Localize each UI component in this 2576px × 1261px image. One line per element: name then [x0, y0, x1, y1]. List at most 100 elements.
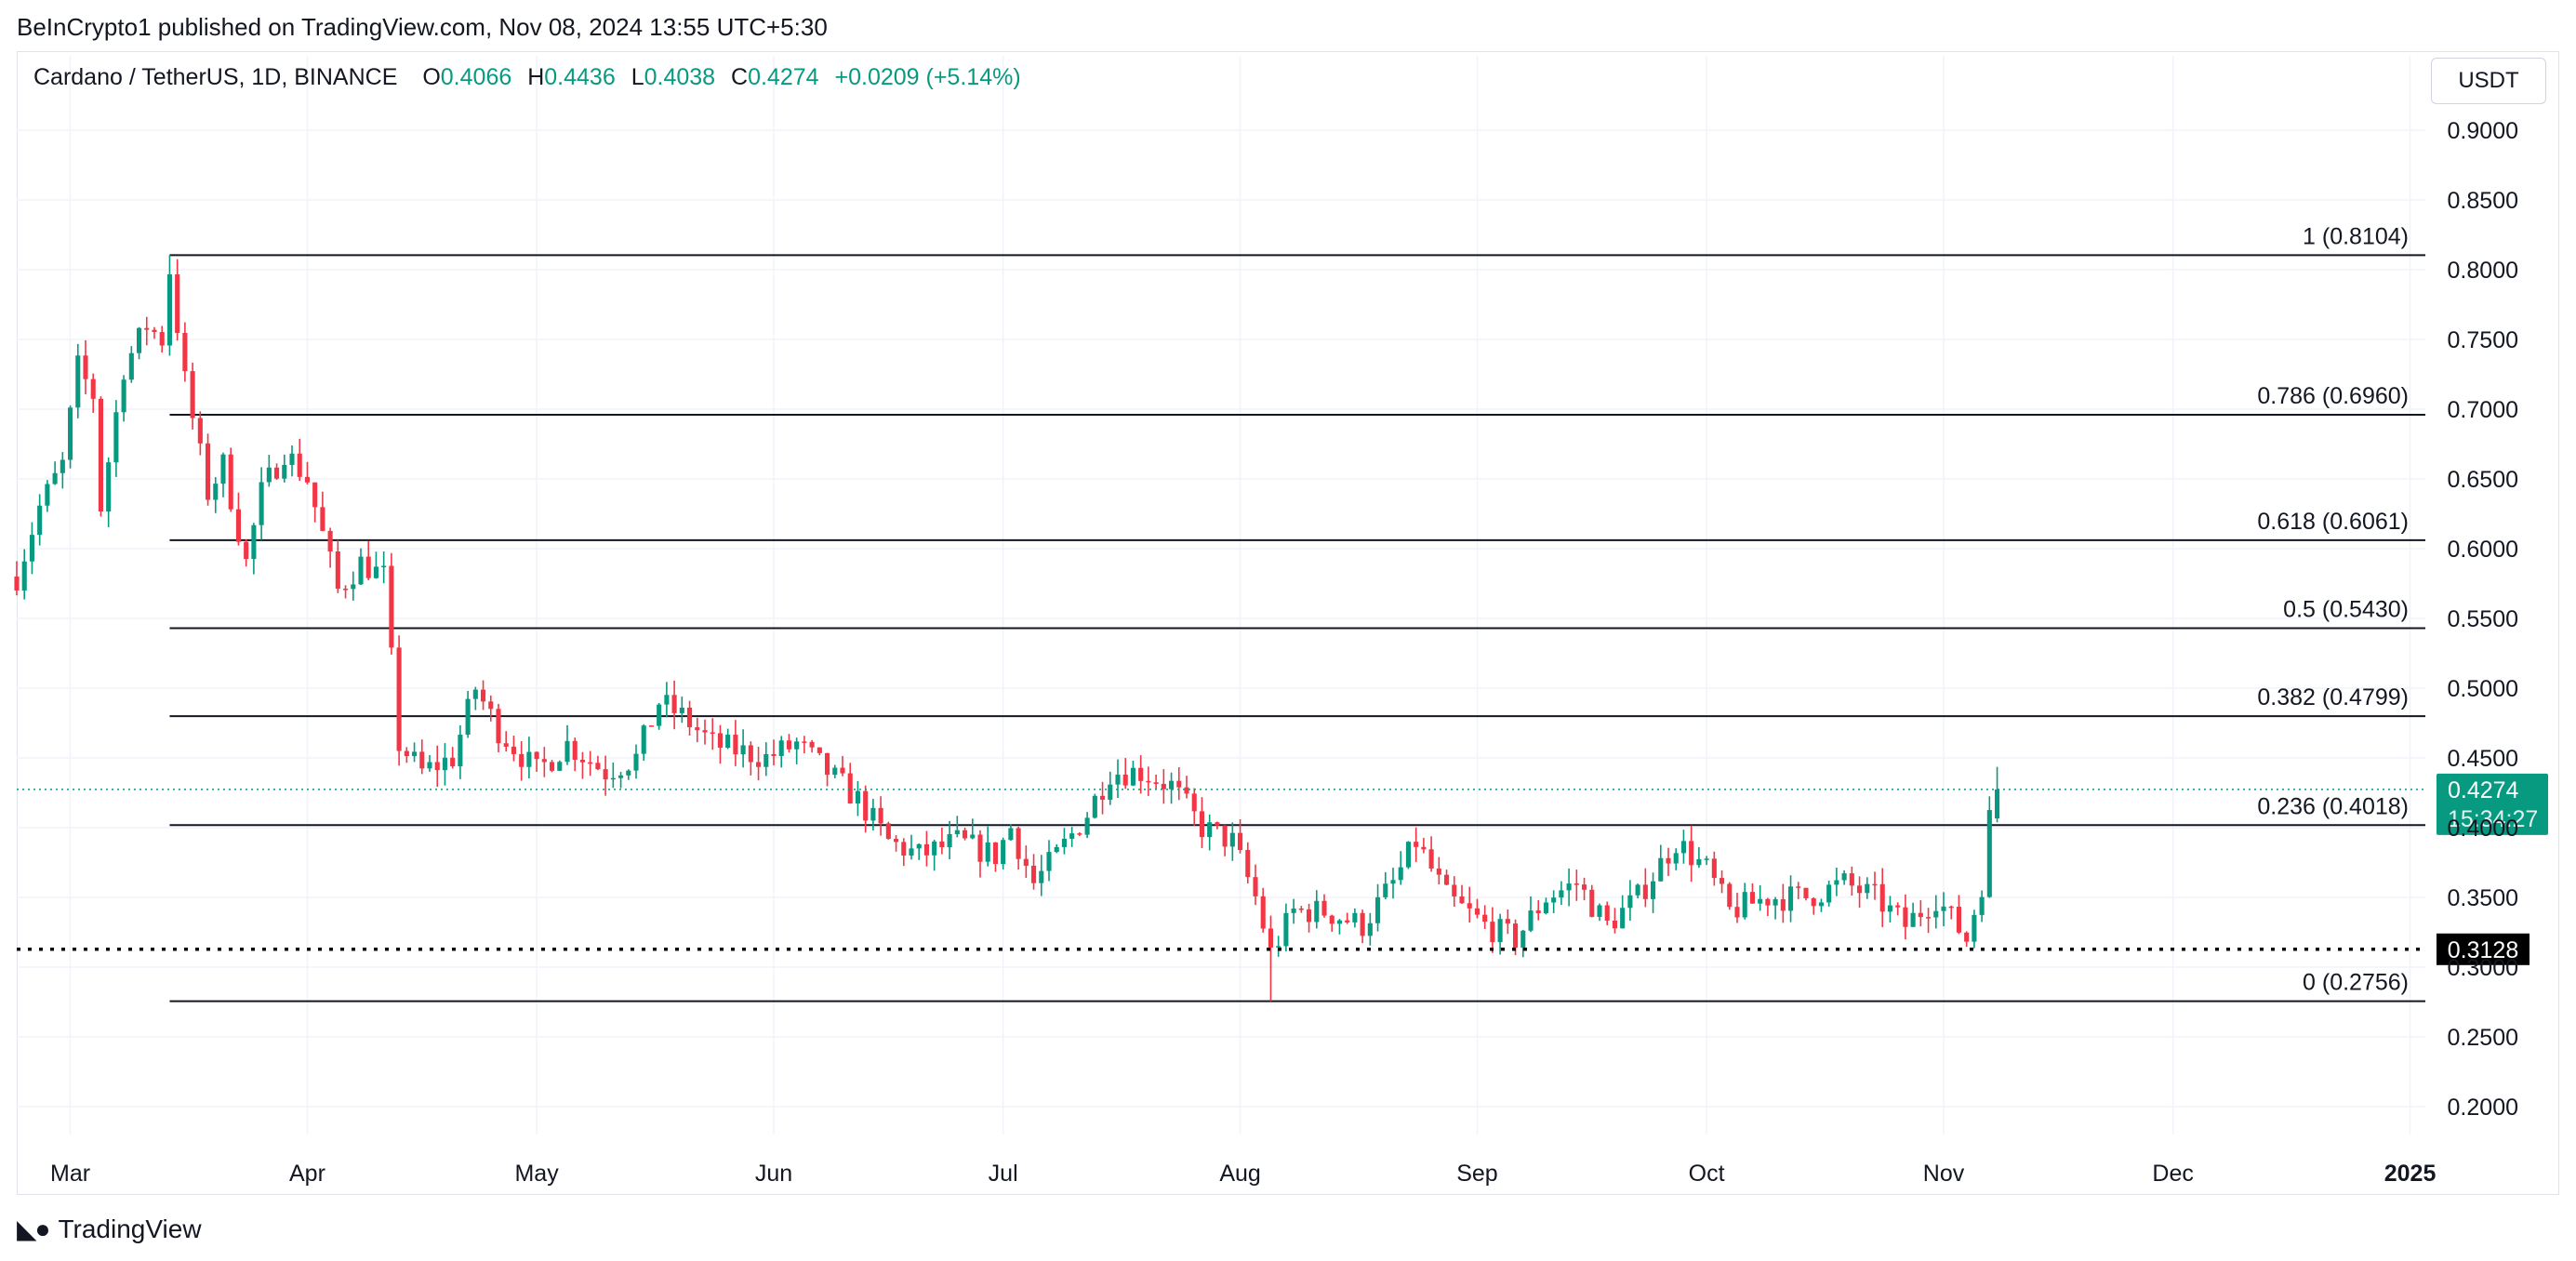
candle-body — [29, 535, 34, 562]
fib-level-label: 0 (0.2756) — [2303, 970, 2409, 996]
candle-body — [1061, 838, 1067, 847]
symbol-label[interactable]: Cardano / TetherUS, 1D, BINANCE — [33, 64, 398, 90]
candle-body — [564, 740, 570, 763]
candle-body — [1390, 880, 1396, 884]
candle-body — [450, 757, 456, 767]
candle-body — [45, 484, 50, 506]
candle-body — [1857, 885, 1863, 894]
candle-body — [832, 767, 838, 776]
candlestick-series — [14, 255, 2000, 1002]
candle-body — [1054, 846, 1059, 853]
candle-body — [113, 412, 119, 463]
candle-body — [641, 725, 646, 754]
candle-body — [687, 707, 693, 728]
candle-body — [251, 524, 257, 560]
candle-body — [1849, 873, 1854, 886]
candle-body — [1941, 906, 1946, 911]
candle-body — [312, 482, 318, 508]
candle-body — [1642, 884, 1648, 899]
price-overlays: 0.3128 0.4274 15:34:27 — [17, 773, 2548, 965]
open-label: O — [422, 64, 441, 90]
candle-body — [1887, 905, 1892, 912]
y-tick-label: 0.7500 — [2448, 327, 2518, 353]
chart-frame — [17, 51, 2559, 1195]
candle-body — [947, 834, 952, 847]
candle-body — [1926, 917, 1932, 919]
candle-body — [297, 453, 302, 477]
candle-body — [1092, 795, 1097, 818]
candle-body — [197, 418, 203, 444]
candle-body — [289, 453, 295, 465]
candle-body — [52, 472, 58, 484]
fibonacci-retracement: 1 (0.8104) 0.786 (0.6960) 0.618 (0.6061) 0.… — [169, 223, 2425, 1002]
candle-body — [1803, 887, 1809, 899]
x-tick-label: Nov — [1923, 1161, 1965, 1187]
candle-body — [764, 753, 769, 767]
y-tick-label: 0.5500 — [2448, 606, 2518, 632]
candle-body — [740, 745, 746, 755]
x-tick-label: Oct — [1689, 1161, 1725, 1187]
currency-button[interactable]: USDT — [2431, 58, 2546, 104]
candle-body — [1428, 849, 1434, 869]
candle-body — [1635, 884, 1640, 896]
candle-body — [83, 355, 88, 379]
candle-body — [802, 741, 807, 743]
publisher-caption: BeInCrypto1 published on TradingView.com… — [17, 13, 828, 41]
candle-body — [1268, 928, 1273, 948]
candle-body — [1222, 825, 1228, 847]
candle-body — [1780, 898, 1786, 911]
fib-level-label: 0.382 (0.4799) — [2257, 684, 2409, 710]
y-tick-label: 0.8500 — [2448, 188, 2518, 214]
candle-body — [1497, 919, 1503, 943]
candle-body — [1016, 828, 1021, 859]
candle-body — [1535, 910, 1541, 914]
candle-body — [817, 747, 822, 753]
low-label: L — [631, 64, 644, 90]
fib-level-label: 1 (0.8104) — [2303, 223, 2409, 249]
candle-body — [992, 842, 998, 865]
candle-body — [1307, 909, 1312, 923]
candle-body — [855, 790, 860, 803]
fib-level-label: 0.786 (0.6960) — [2257, 383, 2409, 409]
candle-body — [235, 509, 241, 542]
y-tick-label: 0.6000 — [2448, 537, 2518, 563]
candle-body — [977, 834, 983, 862]
candle-body — [213, 484, 219, 500]
candle-body — [427, 762, 432, 769]
x-tick-label: May — [514, 1161, 559, 1187]
bar-countdown-label: 15:34:27 — [2448, 806, 2538, 832]
candle-body — [190, 371, 195, 418]
candle-body — [259, 482, 264, 525]
change-value: +0.0209 (+5.14%) — [834, 64, 1021, 90]
candle-body — [1918, 912, 1923, 918]
candle-body — [733, 735, 738, 755]
candle-body — [1651, 881, 1656, 899]
candle-body — [1773, 898, 1778, 906]
candle-body — [1291, 908, 1296, 913]
last-price-tag — [2437, 773, 2548, 835]
candle-body — [511, 746, 516, 754]
candle-body — [1352, 912, 1358, 923]
candle-body — [1865, 883, 1870, 894]
candle-body — [1826, 884, 1832, 903]
candle-body — [1948, 906, 1954, 909]
candle-body — [1130, 767, 1135, 786]
candle-body — [373, 566, 378, 578]
fib-level-label: 0.236 (0.4018) — [2257, 793, 2409, 819]
candle-body — [1910, 912, 1916, 927]
tradingview-logo[interactable]: ◣● TradingView — [17, 1214, 202, 1244]
candle-body — [1108, 784, 1113, 800]
candle-body — [1811, 898, 1816, 907]
candle-body — [1436, 868, 1441, 875]
candle-body — [304, 476, 310, 483]
candle-body — [1215, 822, 1220, 826]
candle-body — [1758, 898, 1763, 904]
candle-body — [1153, 782, 1159, 784]
candle-body — [1444, 874, 1450, 885]
candle-body — [1627, 895, 1633, 909]
candle-body — [351, 584, 356, 590]
candle-body — [786, 740, 791, 750]
candle-body — [878, 807, 883, 824]
candle-body — [442, 757, 447, 771]
